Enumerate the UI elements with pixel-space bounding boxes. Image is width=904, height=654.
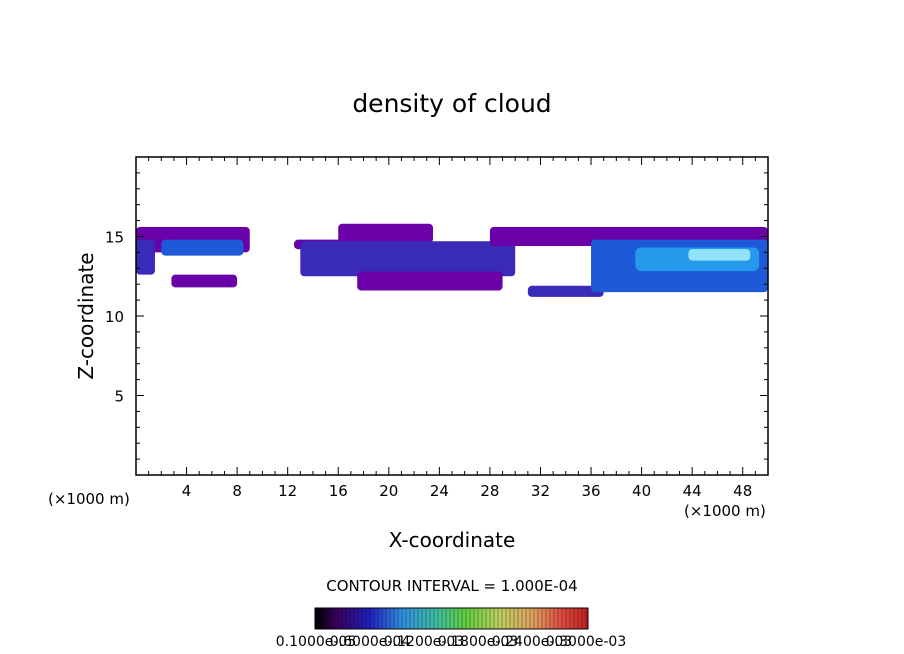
colorbar-contour-lines: [317, 609, 587, 628]
x-unit-label-left: (×1000 m): [48, 490, 130, 508]
y-tick-label: 15: [105, 229, 124, 247]
cloud-peak-10: [688, 249, 751, 261]
x-tick-label: 16: [329, 482, 348, 500]
colorbar-label: 0.2400e-03: [492, 634, 572, 650]
cloud-region-6: [300, 241, 516, 277]
y-tick-labels: 5 10 15: [105, 229, 124, 406]
colorbar-label: 0.1800e-03: [438, 634, 518, 650]
cloud-region-7: [357, 271, 503, 291]
colorbar-label: 0.1000e-05: [276, 634, 356, 650]
x-tick-label: 48: [733, 482, 752, 500]
contour-interval-text: CONTOUR INTERVAL = 1.000E-04: [326, 577, 577, 595]
x-tick-label: 24: [430, 482, 449, 500]
cloud-region-1: [161, 239, 244, 256]
cloud-region-5: [338, 223, 434, 243]
x-tick-label: 28: [480, 482, 499, 500]
cloud-region-3: [171, 274, 238, 288]
colorbar-label: 0.3000e-03: [546, 634, 626, 650]
colorbar-labels: 0.1000e-050.6000e-040.1200e-030.1800e-03…: [276, 634, 626, 650]
y-tick-label: 5: [114, 388, 124, 406]
cloud-density-field: [136, 223, 768, 297]
x-tick-label: 4: [182, 482, 192, 500]
x-unit-label-right: (×1000 m): [684, 502, 766, 520]
colorbar: [314, 607, 589, 630]
x-tick-label: 44: [683, 482, 702, 500]
colorbar-label: 0.6000e-04: [330, 634, 411, 650]
colorbar-label: 0.1200e-03: [384, 634, 464, 650]
y-tick-label: 10: [105, 308, 124, 326]
x-tick-label: 32: [531, 482, 550, 500]
x-axis-label: X-coordinate: [389, 528, 516, 552]
cloud-region-9: [527, 285, 604, 297]
x-tick-labels: 4 8 12 16 20 24 28 32 36 40 44 48: [182, 482, 752, 500]
x-tick-label: 20: [379, 482, 398, 500]
x-tick-label: 8: [232, 482, 242, 500]
y-axis-label: Z-coordinate: [74, 252, 98, 379]
plot-frame: [135, 156, 769, 476]
axis-ticks: [136, 157, 768, 475]
cloud-region-2: [136, 239, 155, 275]
x-tick-label: 12: [278, 482, 297, 500]
x-tick-label: 36: [581, 482, 600, 500]
chart-title: density of cloud: [352, 89, 551, 118]
x-tick-label: 40: [632, 482, 651, 500]
